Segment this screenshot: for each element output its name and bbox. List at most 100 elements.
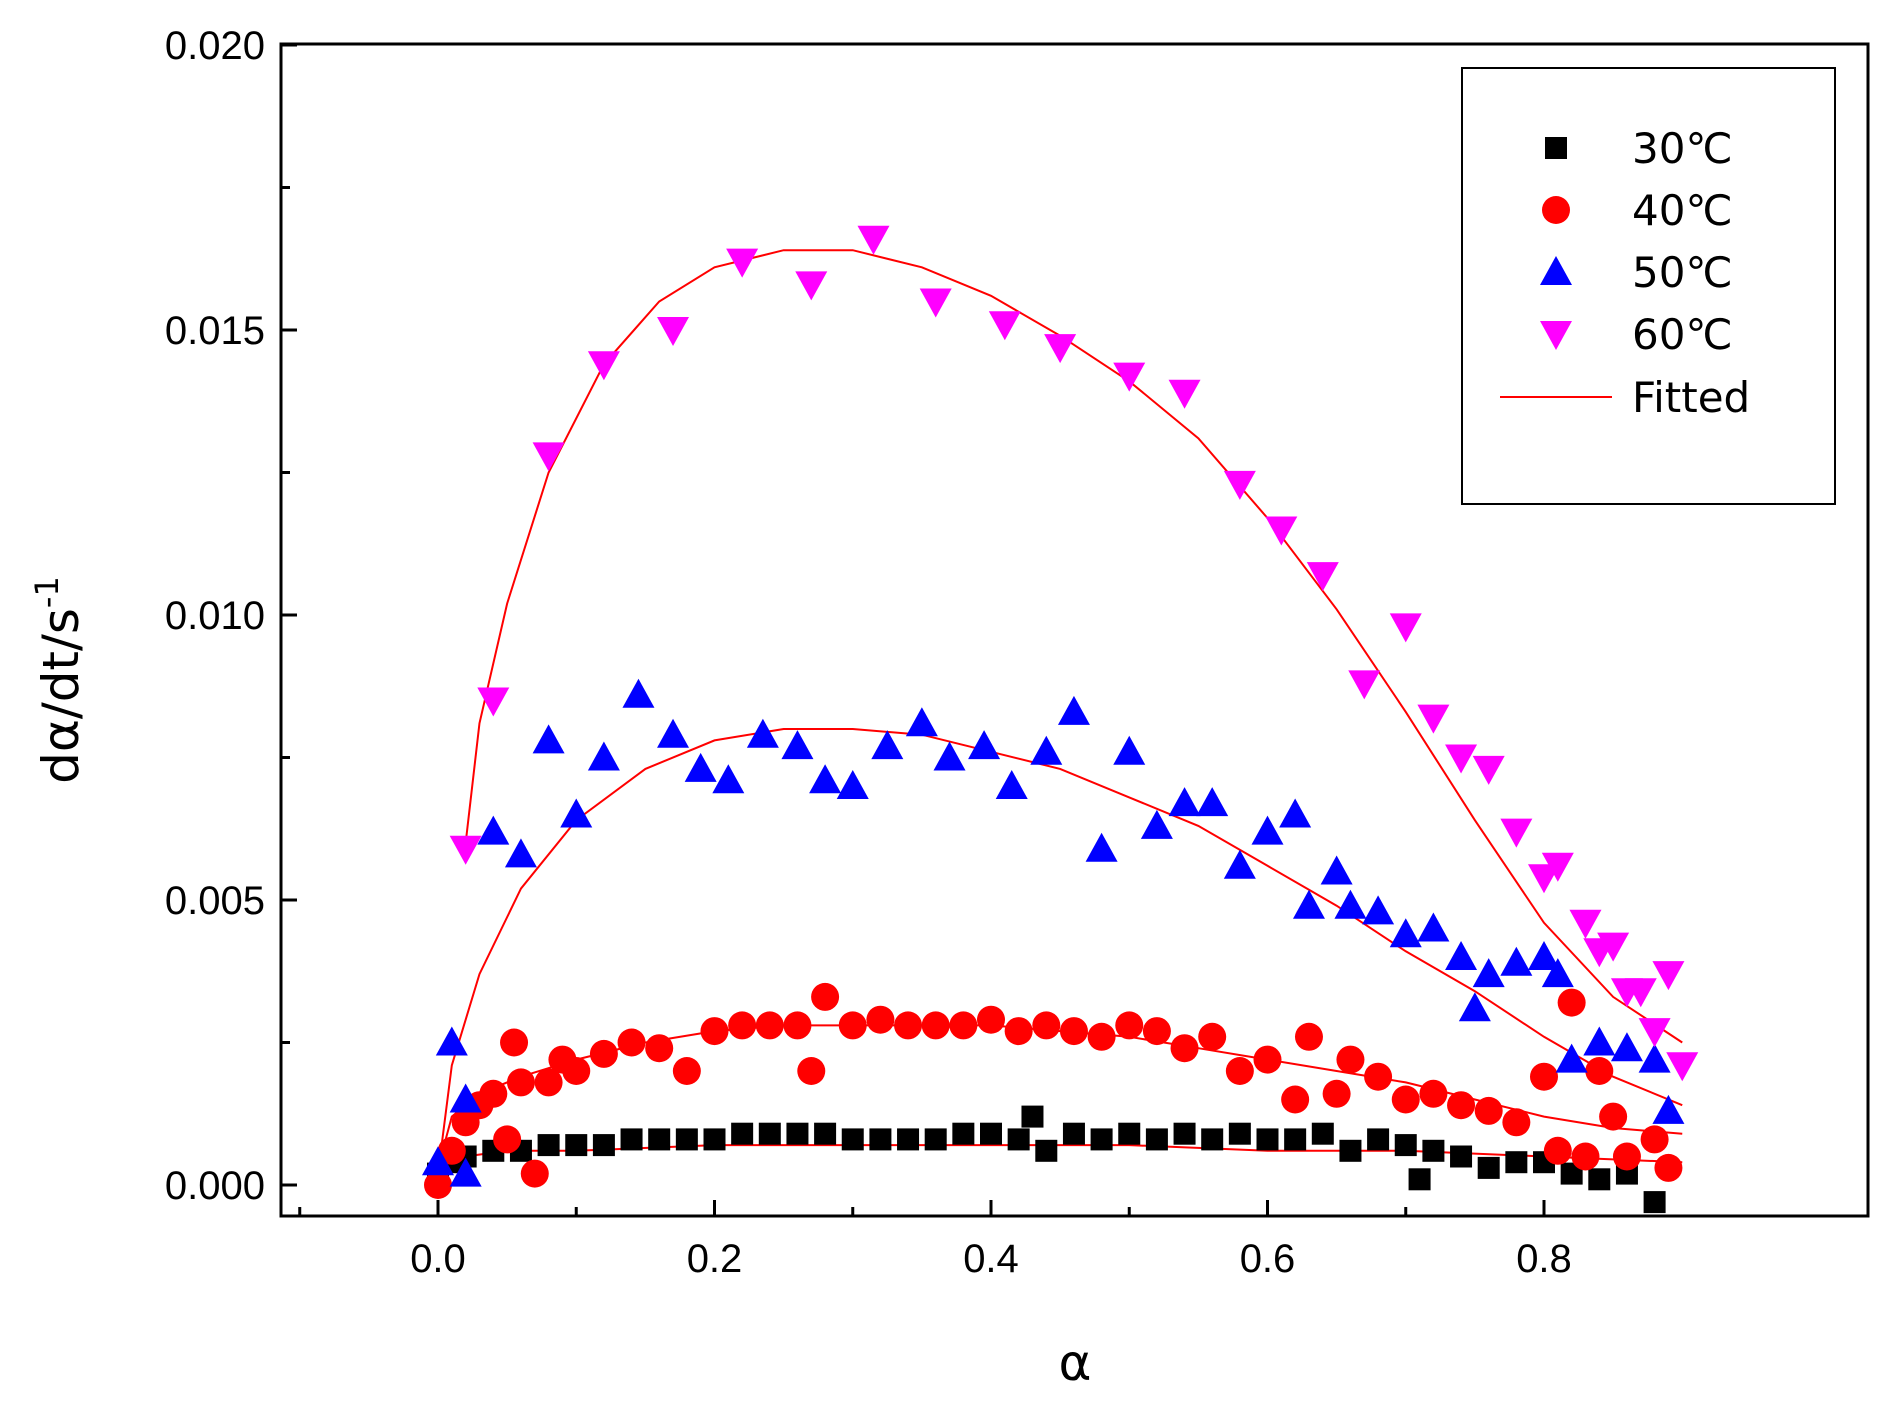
data-point-30C xyxy=(731,1122,754,1145)
data-point-30C xyxy=(1021,1105,1044,1128)
data-point-40C xyxy=(1142,1017,1171,1046)
data-point-40C xyxy=(1557,988,1586,1017)
data-point-40C xyxy=(700,1017,729,1046)
y-axis-title-group: dα/dt/s-1 xyxy=(28,576,90,784)
data-point-40C xyxy=(838,1011,867,1040)
fitted-curve xyxy=(464,249,1683,1044)
data-point-50C xyxy=(1279,798,1312,828)
data-point-50C xyxy=(995,770,1028,799)
data-point-30C xyxy=(786,1122,809,1145)
data-point-50C xyxy=(449,1083,482,1113)
y-tick-label: 0.010 xyxy=(165,594,265,638)
data-point-30C xyxy=(648,1128,671,1151)
legend-label: 30℃ xyxy=(1632,124,1733,173)
data-point-30C xyxy=(952,1122,975,1145)
x-tick-label: 0.6 xyxy=(1240,1237,1296,1281)
data-point-30C xyxy=(1422,1139,1445,1162)
data-point-50C xyxy=(1085,832,1118,862)
data-point-30C xyxy=(1145,1128,1168,1151)
data-point-60C xyxy=(1500,818,1533,848)
data-point-30C xyxy=(1367,1128,1390,1151)
data-point-30C xyxy=(1035,1139,1058,1162)
data-point-30C xyxy=(620,1128,643,1151)
data-point-50C xyxy=(1500,946,1533,976)
data-point-50C xyxy=(1610,1032,1643,1062)
data-point-30C xyxy=(565,1134,588,1157)
data-point-50C xyxy=(712,764,745,794)
data-point-30C xyxy=(703,1128,726,1151)
data-point-40C xyxy=(1364,1062,1393,1091)
data-point-60C xyxy=(1389,613,1422,643)
data-point-30C xyxy=(814,1122,837,1145)
legend-label: 40℃ xyxy=(1632,186,1733,235)
x-tick-label: 0.2 xyxy=(687,1237,743,1281)
data-point-60C xyxy=(449,835,482,865)
data-point-50C xyxy=(809,764,842,794)
plot-frame xyxy=(279,42,1870,1218)
data-point-40C xyxy=(1530,1062,1558,1091)
data-point-60C xyxy=(1306,562,1339,592)
x-axis-title: α xyxy=(1059,1334,1092,1392)
data-point-30C xyxy=(1256,1128,1279,1151)
data-point-30C xyxy=(1118,1122,1141,1145)
data-point-60C xyxy=(1541,852,1574,882)
data-point-40C xyxy=(894,1011,923,1040)
data-point-40C xyxy=(1419,1079,1448,1108)
data-point-50C xyxy=(1445,941,1478,970)
data-point-50C xyxy=(1458,992,1491,1022)
data-point-50C xyxy=(1555,1043,1588,1073)
data-point-40C xyxy=(1032,1011,1061,1040)
data-point-40C xyxy=(797,1057,826,1085)
data-point-40C xyxy=(1640,1125,1669,1154)
data-point-50C xyxy=(933,741,966,771)
data-point-50C xyxy=(435,1026,468,1056)
legend-box xyxy=(1461,67,1836,505)
data-point-30C xyxy=(1284,1128,1307,1151)
legend-items: 30℃ 40℃ 50℃ 60℃ Fitted xyxy=(1500,124,1750,422)
data-point-30C xyxy=(1201,1128,1224,1151)
data-point-60C xyxy=(1168,379,1201,409)
data-point-50C xyxy=(1528,941,1560,970)
y-axis-title: dα/dt/s-1 xyxy=(28,576,90,784)
data-point-30C xyxy=(1643,1191,1666,1214)
data-point-60C xyxy=(1472,755,1505,785)
data-point-50C xyxy=(1334,889,1367,919)
data-point-40C xyxy=(728,1011,757,1040)
data-point-30C xyxy=(758,1122,781,1145)
data-point-60C xyxy=(1652,961,1685,991)
data-point-50C xyxy=(1362,895,1395,925)
data-point-50C xyxy=(1251,815,1284,845)
data-point-60C xyxy=(587,351,620,381)
data-point-40C xyxy=(866,1005,895,1034)
y-tick-label: 0.000 xyxy=(165,1164,265,1208)
data-point-40C xyxy=(1322,1079,1351,1108)
data-point-30C xyxy=(1477,1156,1500,1179)
data-point-60C xyxy=(1597,932,1630,962)
data-point-50C xyxy=(1583,1026,1616,1056)
data-point-40C xyxy=(437,1136,466,1165)
data-point-30C xyxy=(1173,1122,1196,1145)
data-point-40C xyxy=(589,1039,618,1068)
data-point-40C xyxy=(1225,1057,1254,1085)
data-point-50C xyxy=(1057,695,1090,725)
legend-marker xyxy=(1540,321,1572,350)
data-point-60C xyxy=(988,311,1021,341)
data-point-40C xyxy=(1087,1022,1116,1051)
data-point-60C xyxy=(1445,744,1478,774)
data-point-50C xyxy=(1320,855,1353,885)
data-point-60C xyxy=(919,288,952,318)
data-point-60C xyxy=(1624,978,1657,1008)
y-axis-ticks: 0.000 0.005 0.010 0.015 0.020 xyxy=(165,24,297,1208)
data-point-40C xyxy=(1447,1091,1476,1120)
data-point-60C xyxy=(1348,670,1381,700)
data-point-50C xyxy=(1196,787,1229,817)
data-point-50C xyxy=(1292,889,1325,919)
data-point-60C xyxy=(1265,516,1298,546)
legend-marker xyxy=(1542,196,1570,224)
data-point-50C xyxy=(746,718,779,748)
data-point-60C xyxy=(1223,470,1256,500)
data-point-40C xyxy=(1599,1102,1628,1131)
data-point-50C xyxy=(1541,958,1574,988)
data-point-50C xyxy=(968,730,1001,760)
data-point-40C xyxy=(1474,1096,1503,1125)
